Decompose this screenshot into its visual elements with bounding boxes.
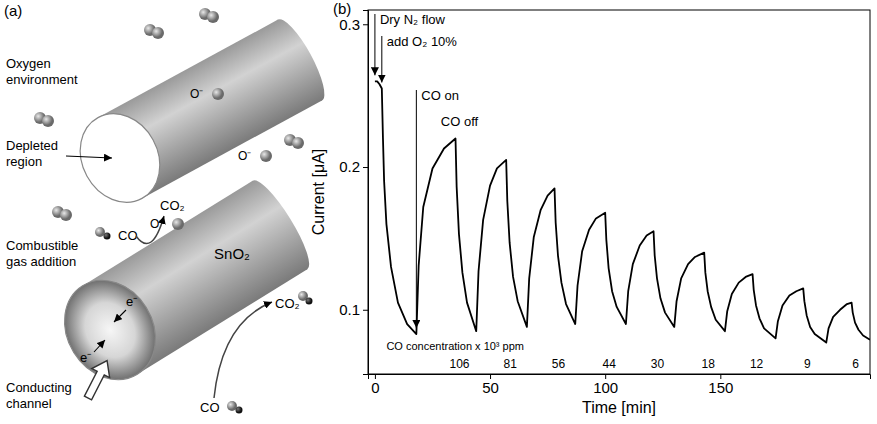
tick-label: 0.2 (339, 158, 360, 175)
molecule-label: CO₂ (275, 296, 300, 311)
material-label: SnO₂ (214, 245, 250, 262)
molecule-atom (260, 150, 272, 162)
annotation-arrow (416, 90, 417, 328)
plot-frame (368, 10, 870, 374)
molecule-atom (236, 407, 243, 414)
concentration-value: 18 (702, 357, 716, 371)
x-axis-title: Time [min] (582, 399, 656, 416)
panel-b: 0 50 100 150 0.1 0.2 0.3 Time [min] Current [μA]… (310, 0, 871, 416)
panel-label: (b) (333, 0, 351, 17)
reaction-arrow (136, 216, 164, 244)
tick: 50 (482, 374, 499, 396)
tick-mark (363, 24, 368, 25)
concentration-value: 56 (552, 357, 566, 371)
molecule-atom (104, 233, 111, 240)
depleted-face (65, 100, 175, 217)
concentration-value: 81 (503, 357, 517, 371)
molecule-label: CO (200, 400, 220, 415)
molecule-atom (172, 218, 184, 230)
tick-label: 0 (371, 379, 379, 396)
tick: 0 (371, 374, 379, 396)
label: Conductingchannel (6, 380, 72, 411)
pointer (66, 156, 112, 158)
tick-label: 50 (482, 379, 499, 396)
tick: 100 (593, 374, 618, 396)
molecule-atom (306, 298, 313, 305)
tick-label: 0.1 (339, 301, 360, 318)
panel-label: (a) (4, 2, 22, 19)
molecule-atom (227, 401, 237, 411)
molecule-atom (60, 209, 72, 221)
tick-label: 0.3 (339, 16, 360, 33)
concentration-value: 6 (852, 357, 859, 371)
label: Depletedregion (6, 138, 58, 169)
tick: 0.1 (339, 301, 368, 318)
panel-a: (a)OxygenenvironmentDepletedregionO⁻O⁻O⁻… (4, 2, 333, 415)
label: Combustiblegas addition (6, 238, 78, 269)
molecule-atom (212, 88, 224, 100)
ion-label: O⁻ (190, 87, 203, 101)
annotation: CO on (421, 88, 459, 103)
concentration-value: 30 (651, 357, 665, 371)
figure: (a)OxygenenvironmentDepletedregionO⁻O⁻O⁻… (0, 0, 877, 424)
molecule-atom (42, 115, 54, 127)
nanowire (65, 14, 333, 217)
molecule-atom (95, 227, 105, 237)
nanowire (46, 174, 317, 396)
concentration-value: 12 (750, 357, 764, 371)
y-axis-title: Current [μA] (310, 149, 327, 236)
tick-label: 150 (708, 379, 733, 396)
y-axis: 0.1 0.2 0.3 (339, 11, 368, 375)
x-axis: 0 50 100 150 (369, 374, 871, 396)
molecule-label: CO₂ (160, 198, 185, 213)
channel-arrow (79, 356, 116, 403)
annotation-arrow (381, 36, 382, 83)
annotation-arrow (374, 14, 375, 75)
x-axis-line (369, 375, 871, 380)
annotation: CO off (441, 114, 479, 129)
concentration-value: 9 (804, 357, 811, 371)
plot-area (375, 81, 870, 342)
annotation: add O₂ 10% (387, 34, 458, 49)
nanowire-end (267, 14, 332, 106)
molecule-atom (207, 11, 219, 23)
concentration-value: 106 (449, 357, 469, 371)
annotation: Dry N₂ flow (380, 12, 446, 27)
tick: 0.2 (339, 158, 368, 175)
tick: 0.3 (339, 16, 368, 33)
reaction-arrow (214, 302, 272, 398)
tick-mark (363, 167, 368, 168)
molecule-label: CO (118, 228, 138, 243)
annotations: Dry N₂ flow add O₂ 10% CO on CO off CO conce… (375, 12, 859, 371)
concentration-value: 44 (603, 357, 617, 371)
electron-arrow (114, 310, 126, 322)
molecule-atom (292, 137, 304, 149)
molecule-atom (152, 27, 164, 39)
concentration-label: CO concentration x 10³ ppm (386, 340, 524, 352)
current-line (375, 81, 870, 342)
nanowire-end (242, 174, 317, 275)
tick-mark (363, 310, 368, 311)
tick: 150 (708, 374, 733, 396)
electron-label: e⁻ (80, 350, 91, 365)
electron-arrow (94, 340, 105, 352)
ion-label: O⁻ (238, 149, 251, 163)
tick-label: 100 (593, 379, 618, 396)
electron-label: e⁻ (126, 294, 137, 309)
label: Oxygenenvironment (6, 56, 78, 87)
